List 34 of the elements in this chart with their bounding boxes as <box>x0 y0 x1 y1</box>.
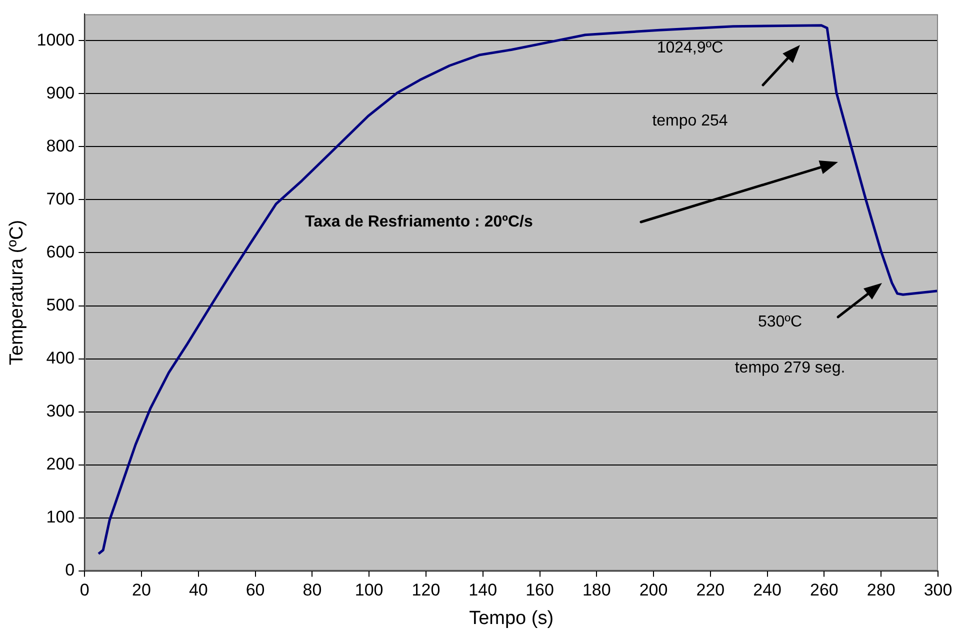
x-tick-label: 20 <box>132 580 151 600</box>
x-tick-label: 220 <box>696 580 725 600</box>
y-tick-label: 500 <box>46 295 75 314</box>
y-tick-label: 100 <box>46 507 75 526</box>
y-tick-label: 600 <box>46 242 75 262</box>
x-tick-label: 160 <box>526 580 554 600</box>
x-tick-label: 60 <box>246 580 265 600</box>
x-tick-label: 280 <box>866 580 896 600</box>
x-tick-label: 300 <box>924 580 952 600</box>
y-tick-label: 1000 <box>36 30 75 50</box>
annotation: Taxa de Resfriamento : 20ºC/s <box>305 213 533 230</box>
x-axis-title: Tempo (s) <box>469 608 554 629</box>
x-tick-label: 0 <box>80 580 90 600</box>
annotation: 1024,9ºC <box>656 39 724 56</box>
y-tick-label: 700 <box>46 189 75 208</box>
annotation: tempo 254 <box>652 112 728 130</box>
y-tick-label: 800 <box>46 136 75 156</box>
y-tick-label: 300 <box>46 401 75 420</box>
x-tick-label: 260 <box>810 580 838 600</box>
x-tick-label: 140 <box>468 580 498 600</box>
y-tick-label: 400 <box>46 348 75 368</box>
annotation: 530ºC <box>758 313 802 330</box>
y-tick-label: 0 <box>65 560 75 580</box>
x-tick-label: 80 <box>302 580 322 600</box>
y-axis-title: Temperatura (ºC) <box>6 220 28 366</box>
annotation: tempo 279 seg. <box>734 359 846 376</box>
x-tick-label: 40 <box>188 580 208 600</box>
x-tick-label: 120 <box>412 580 440 600</box>
x-tick-label: 240 <box>753 580 782 600</box>
x-tick-label: 100 <box>354 580 384 600</box>
x-tick-label: 180 <box>582 580 611 600</box>
y-tick-label: 900 <box>46 83 75 102</box>
y-tick-label: 200 <box>46 454 75 474</box>
x-tick-label: 200 <box>639 580 668 600</box>
